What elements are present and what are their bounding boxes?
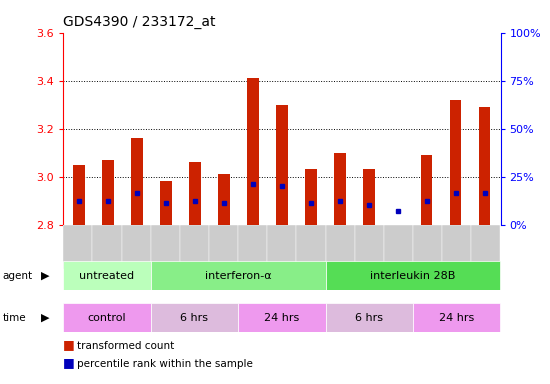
Text: 6 hrs: 6 hrs: [355, 313, 383, 323]
Bar: [218, 174, 230, 225]
Bar: [151, 261, 326, 290]
Bar: [450, 100, 461, 225]
Text: time: time: [3, 313, 26, 323]
Bar: [276, 105, 288, 225]
Bar: [238, 303, 326, 332]
Text: interleukin 28B: interleukin 28B: [370, 270, 456, 281]
Text: 24 hrs: 24 hrs: [439, 313, 475, 323]
Text: ■: ■: [63, 338, 75, 351]
Text: percentile rank within the sample: percentile rank within the sample: [77, 359, 253, 369]
Text: untreated: untreated: [79, 270, 135, 281]
Text: 24 hrs: 24 hrs: [264, 313, 300, 323]
Bar: [355, 225, 384, 269]
Bar: [413, 303, 500, 332]
Bar: [334, 153, 345, 225]
Text: 6 hrs: 6 hrs: [180, 313, 208, 323]
Text: ▶: ▶: [41, 270, 50, 281]
Bar: [421, 155, 432, 225]
Bar: [363, 169, 375, 225]
Bar: [326, 261, 500, 290]
Bar: [384, 225, 413, 269]
Text: ■: ■: [63, 356, 75, 369]
Bar: [238, 225, 267, 269]
Text: transformed count: transformed count: [77, 341, 174, 351]
Bar: [151, 303, 238, 332]
Bar: [326, 303, 413, 332]
Bar: [73, 165, 85, 225]
Bar: [326, 225, 355, 269]
Bar: [305, 169, 317, 225]
Bar: [296, 225, 326, 269]
Bar: [209, 225, 238, 269]
Bar: [160, 182, 172, 225]
Bar: [479, 107, 491, 225]
Bar: [63, 261, 151, 290]
Bar: [471, 225, 500, 269]
Bar: [189, 162, 201, 225]
Bar: [180, 225, 209, 269]
Bar: [151, 225, 180, 269]
Text: agent: agent: [3, 270, 33, 281]
Bar: [92, 225, 122, 269]
Bar: [122, 225, 151, 269]
Bar: [102, 160, 114, 225]
Bar: [247, 78, 258, 225]
Bar: [267, 225, 296, 269]
Bar: [63, 303, 151, 332]
Text: control: control: [87, 313, 126, 323]
Bar: [131, 138, 143, 225]
Text: GDS4390 / 233172_at: GDS4390 / 233172_at: [63, 15, 216, 29]
Text: ▶: ▶: [41, 313, 50, 323]
Bar: [413, 225, 442, 269]
Bar: [63, 225, 92, 269]
Text: interferon-α: interferon-α: [205, 270, 272, 281]
Bar: [442, 225, 471, 269]
